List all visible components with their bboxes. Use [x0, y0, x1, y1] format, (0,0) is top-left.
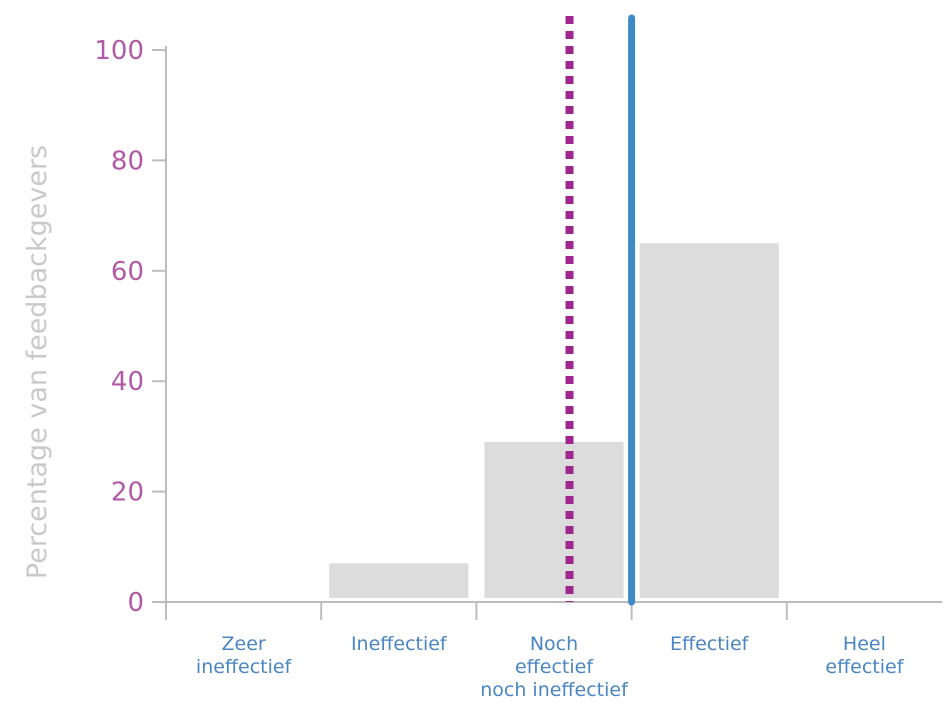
- y-tick-label-0: 0: [127, 588, 144, 618]
- y-tick-label-100: 100: [94, 36, 144, 66]
- axes-layer: [152, 46, 942, 620]
- x-tick-label-3: Effectief: [670, 633, 750, 655]
- bar-3: [639, 243, 779, 598]
- bar-2: [484, 441, 624, 598]
- y-tick-label-80: 80: [111, 146, 144, 176]
- bar-1: [329, 563, 469, 598]
- reference-lines-layer: [565, 14, 636, 606]
- x-tick-label-2: Noch effectief noch ineffectief: [480, 633, 629, 701]
- x-tick-label-1: Ineffectief: [351, 633, 448, 655]
- bars-layer: [329, 243, 779, 598]
- y-axis-label: Percentage van feedbackgevers: [22, 145, 53, 579]
- ticks-layer: 0 20 40 60 80 100 Zeer ineffectief Ineffectief No…: [94, 36, 904, 701]
- x-tick-label-4: Heel effectief: [825, 633, 904, 678]
- y-tick-label-60: 60: [111, 257, 144, 287]
- y-tick-label-20: 20: [111, 478, 144, 508]
- x-tick-label-0: Zeer ineffectief: [196, 633, 293, 678]
- y-tick-label-40: 40: [111, 367, 144, 397]
